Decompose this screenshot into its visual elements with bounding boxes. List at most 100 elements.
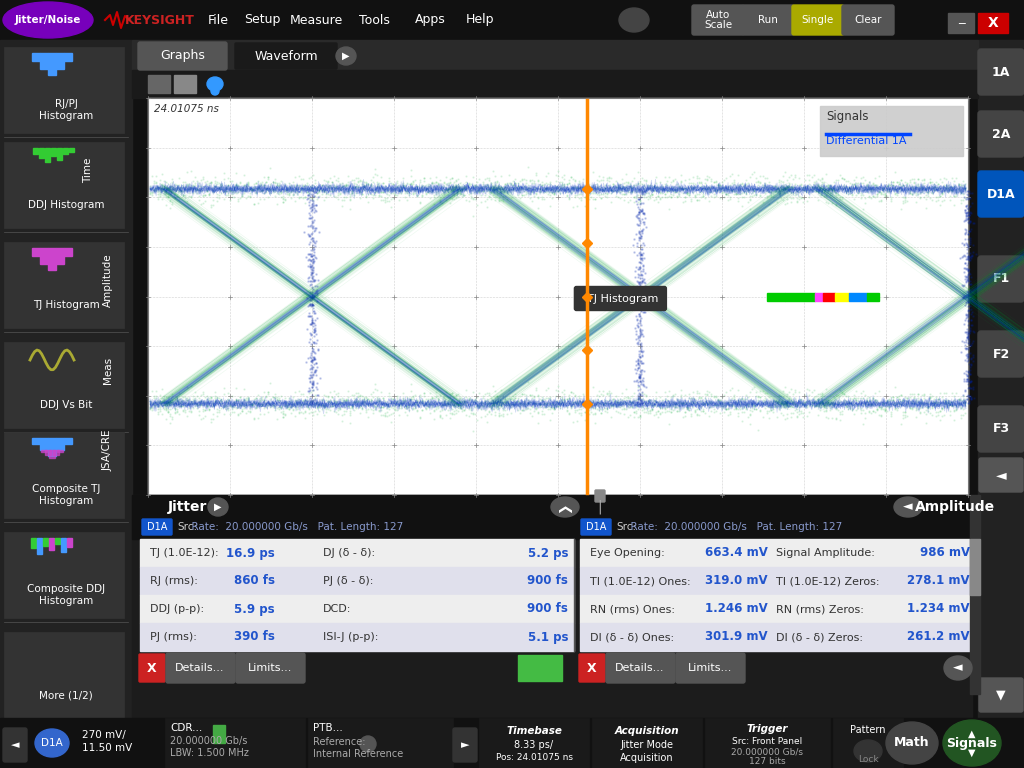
Point xyxy=(305,400,322,412)
Point xyxy=(872,186,889,198)
Point xyxy=(957,223,974,236)
Point xyxy=(699,388,716,400)
Point xyxy=(654,397,671,409)
Point xyxy=(342,190,358,202)
Point xyxy=(864,399,881,411)
Point xyxy=(455,395,471,407)
Point xyxy=(499,177,515,189)
Point xyxy=(854,189,870,201)
FancyBboxPatch shape xyxy=(138,42,227,70)
Point xyxy=(311,184,328,197)
Point xyxy=(630,292,646,304)
Point xyxy=(495,409,511,422)
Point xyxy=(834,387,850,399)
Point xyxy=(962,225,978,237)
Point xyxy=(248,186,264,198)
Point xyxy=(305,206,322,218)
Point xyxy=(285,188,301,200)
Point xyxy=(270,392,287,404)
Point xyxy=(438,393,455,406)
Point xyxy=(803,386,819,398)
Point xyxy=(304,194,321,206)
Point xyxy=(304,271,321,283)
Point xyxy=(746,166,763,178)
Point xyxy=(920,402,936,414)
Text: 986 mV: 986 mV xyxy=(920,547,970,560)
Point xyxy=(168,179,184,191)
Point xyxy=(397,185,414,197)
Point xyxy=(633,395,649,407)
Point xyxy=(556,169,572,181)
Point xyxy=(874,182,891,194)
Point xyxy=(781,396,798,409)
Point xyxy=(794,192,810,204)
Point xyxy=(285,176,301,188)
Point xyxy=(944,184,961,197)
Point xyxy=(930,180,946,193)
Point xyxy=(589,403,605,415)
Point xyxy=(963,252,979,264)
Point xyxy=(289,179,305,191)
Point xyxy=(158,402,174,415)
Point xyxy=(773,398,790,410)
Point xyxy=(534,176,550,188)
Point xyxy=(197,396,213,408)
Point xyxy=(583,185,599,197)
Point xyxy=(346,396,362,409)
Point xyxy=(749,403,765,415)
Point xyxy=(391,187,408,200)
Point xyxy=(634,177,650,190)
Point xyxy=(511,182,527,194)
Point xyxy=(517,188,534,200)
Point xyxy=(562,184,579,196)
Point xyxy=(272,400,289,412)
Point xyxy=(632,375,648,387)
Point xyxy=(309,396,326,408)
Point xyxy=(609,180,626,192)
Point xyxy=(844,395,860,407)
Point xyxy=(525,405,542,417)
Point xyxy=(297,182,313,194)
Point xyxy=(304,185,321,197)
Point xyxy=(905,392,922,404)
Point xyxy=(693,392,710,405)
Point xyxy=(632,263,648,275)
Text: D1A: D1A xyxy=(987,187,1016,200)
Point xyxy=(552,397,568,409)
Point xyxy=(695,181,712,194)
Point xyxy=(182,181,199,194)
Point xyxy=(170,393,186,406)
Point xyxy=(401,398,418,410)
Point xyxy=(958,261,975,273)
Ellipse shape xyxy=(207,77,223,91)
Point xyxy=(304,381,321,393)
Point xyxy=(283,399,299,412)
Point xyxy=(305,377,322,389)
Point xyxy=(911,406,928,419)
Point xyxy=(755,181,771,194)
Point xyxy=(213,180,229,193)
Point xyxy=(420,393,436,406)
Point xyxy=(379,191,395,204)
Point xyxy=(874,399,891,412)
Point xyxy=(186,171,203,184)
Point xyxy=(920,405,936,417)
Point xyxy=(393,396,410,409)
Point xyxy=(531,186,548,198)
Point xyxy=(469,391,485,403)
Point xyxy=(895,191,911,204)
Point xyxy=(603,196,620,208)
Point xyxy=(831,169,848,181)
Point xyxy=(546,403,562,415)
Text: DDJ (p-p):: DDJ (p-p): xyxy=(150,604,204,614)
Point xyxy=(667,173,683,185)
Point xyxy=(740,399,757,412)
Point xyxy=(303,184,319,197)
Point xyxy=(401,402,418,414)
Point xyxy=(305,375,322,387)
Point xyxy=(825,396,842,409)
Point xyxy=(211,396,227,408)
Point xyxy=(836,173,852,185)
Point xyxy=(831,199,848,211)
Point xyxy=(961,263,977,275)
